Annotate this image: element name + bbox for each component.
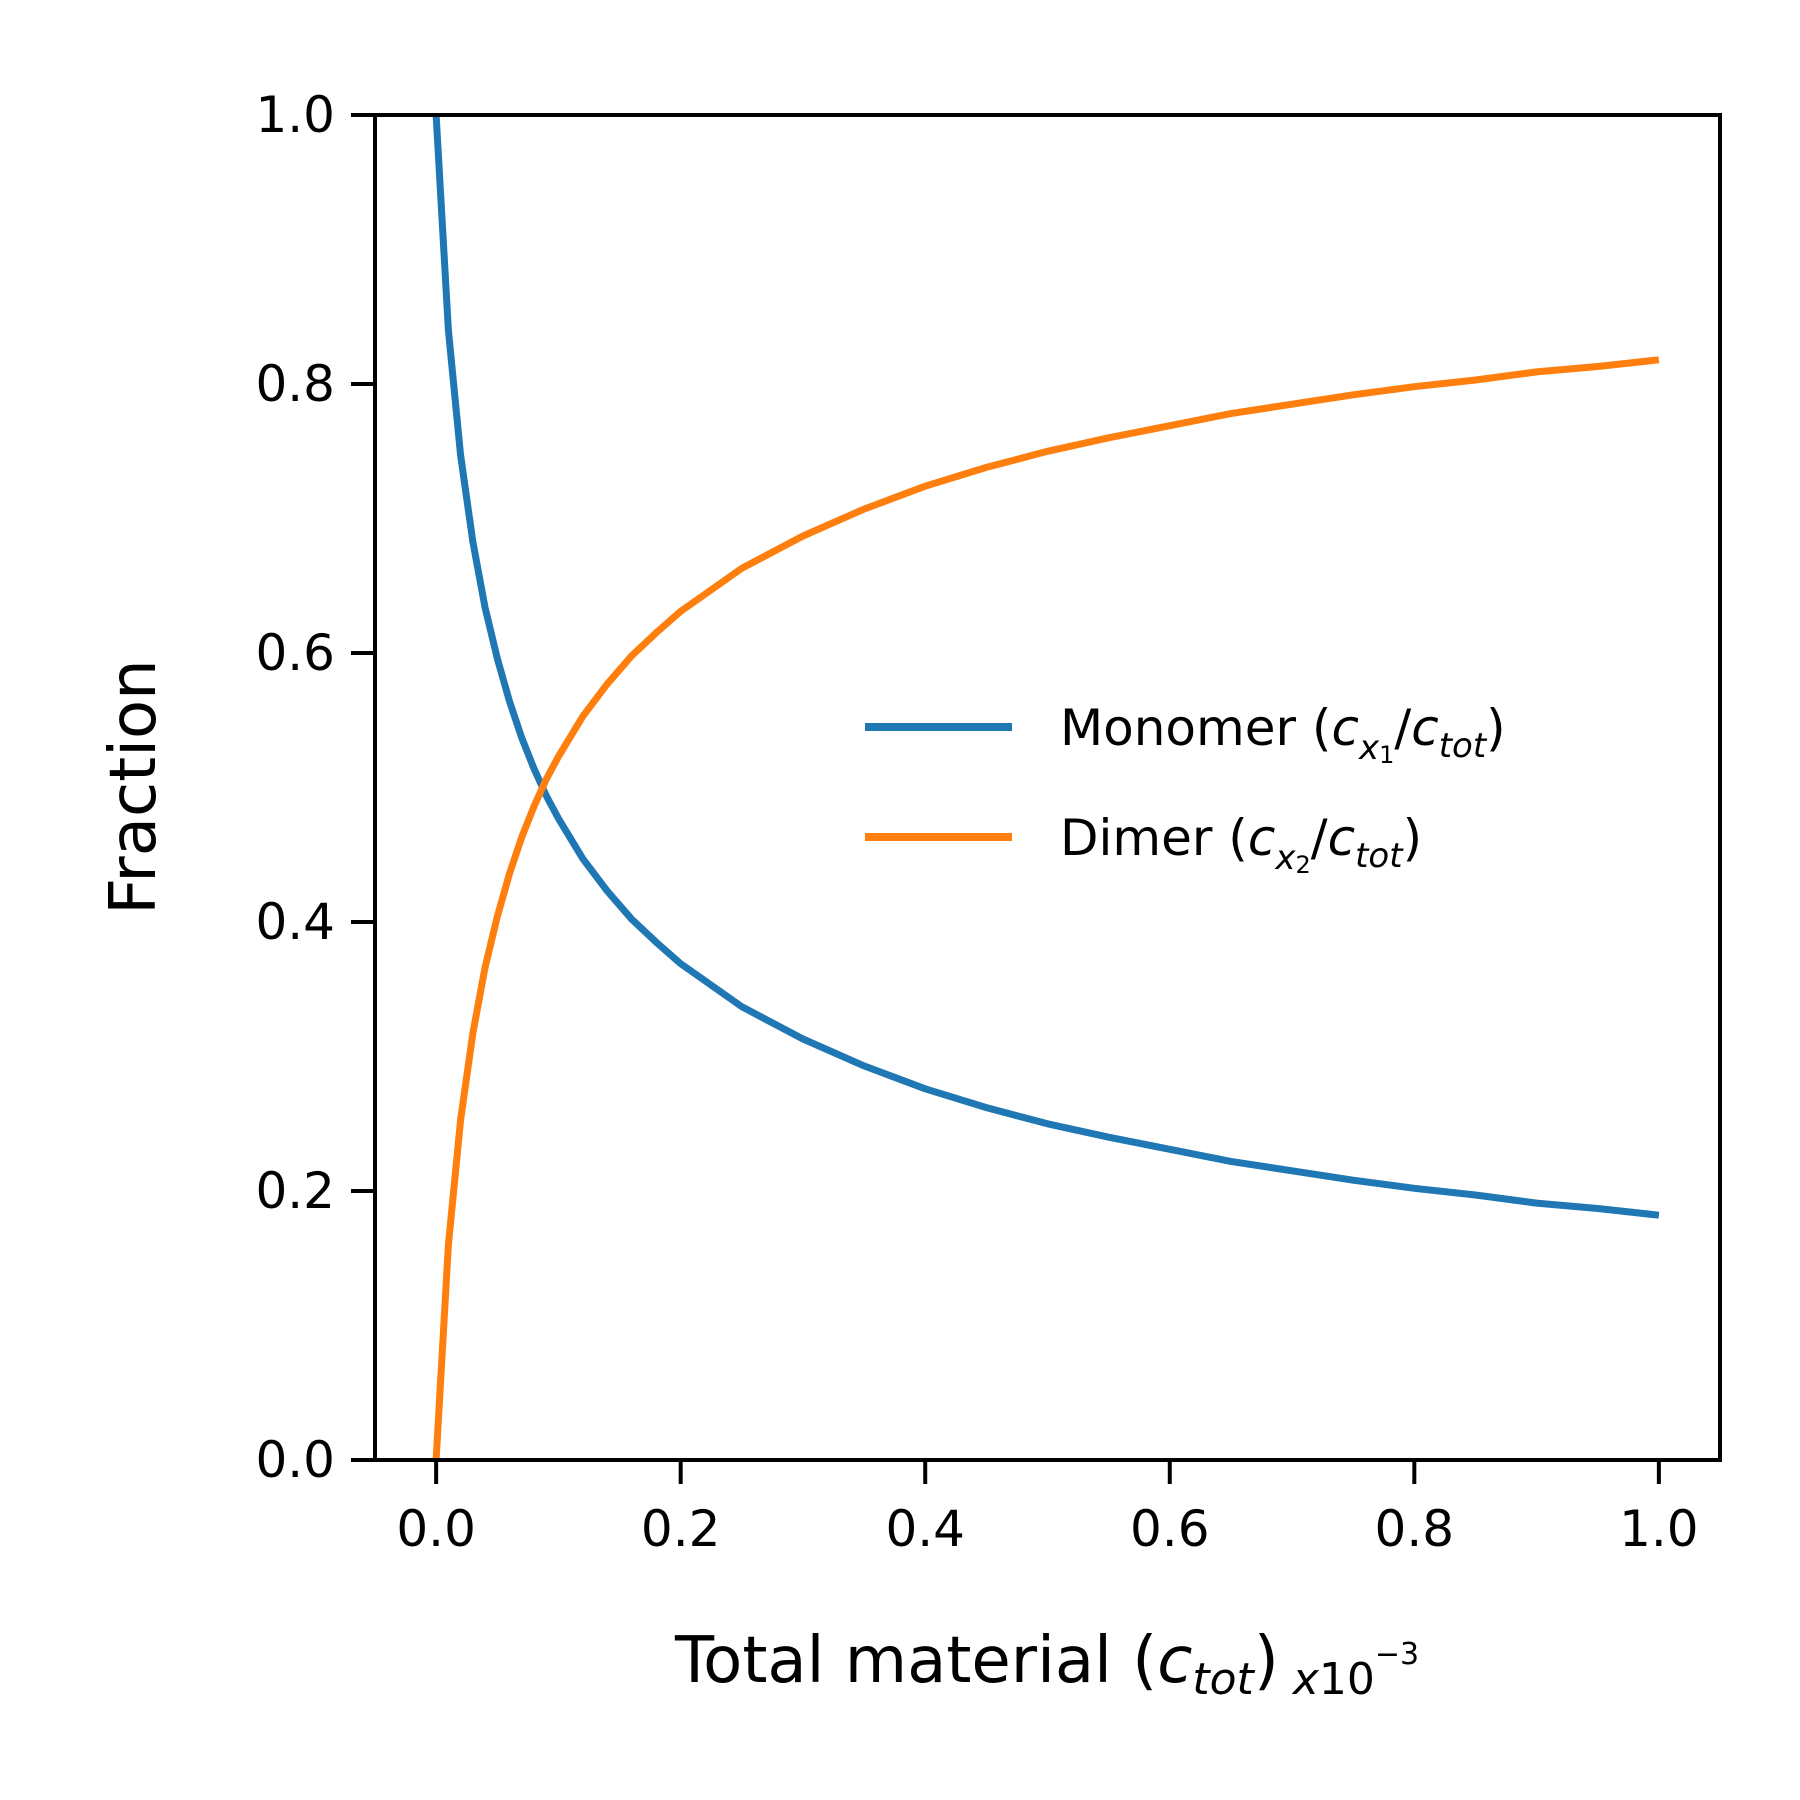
- legend: Monomer (cx1/ctot) Dimer (cx2/ctot): [865, 699, 1506, 879]
- y-tick-label: 0.2: [255, 1162, 335, 1220]
- x-axis-title-sub: tot: [1192, 1654, 1255, 1705]
- x-tick-label: 0.4: [885, 1500, 965, 1558]
- x-tick-label: 1.0: [1619, 1500, 1699, 1558]
- y-tick-label: 0.4: [255, 893, 335, 951]
- y-axis-title: Fraction: [97, 659, 171, 914]
- monomer-line: [432, 114, 1660, 1219]
- legend-label-dimer: Dimer (cx2/ctot): [1060, 809, 1422, 879]
- series-layer: [432, 114, 1660, 1461]
- legend-label-monomer: Monomer (cx1/ctot): [1060, 699, 1506, 769]
- x-axis-multiplier-exp: −3: [1375, 1637, 1419, 1672]
- x-tick-label: 0.2: [641, 1500, 721, 1558]
- x-axis-multiplier-base: x10: [1291, 1654, 1375, 1705]
- dimer-line: [432, 356, 1660, 1461]
- x-axis-title: Total material (ctot) x10−3: [674, 1624, 1419, 1705]
- x-tick-label: 0.6: [1130, 1500, 1210, 1558]
- y-tick-label: 0.8: [255, 355, 335, 413]
- plot-frame: [373, 113, 1722, 1462]
- x-tick-label: 0.8: [1375, 1500, 1455, 1558]
- x-axis: 0.0 0.2 0.4 0.6 0.8 1.0: [396, 1460, 1699, 1558]
- x-axis-title-prefix: Total material (: [674, 1624, 1157, 1698]
- y-tick-label: 1.0: [255, 86, 335, 144]
- y-tick-label: 0.0: [255, 1431, 335, 1489]
- x-tick-label: 0.0: [396, 1500, 476, 1558]
- y-axis: 0.0 0.2 0.4 0.6 0.8 1.0: [255, 86, 375, 1489]
- y-tick-label: 0.6: [255, 624, 335, 682]
- x-axis-title-suffix: ): [1254, 1624, 1279, 1698]
- x-axis-title-var: c: [1157, 1624, 1192, 1698]
